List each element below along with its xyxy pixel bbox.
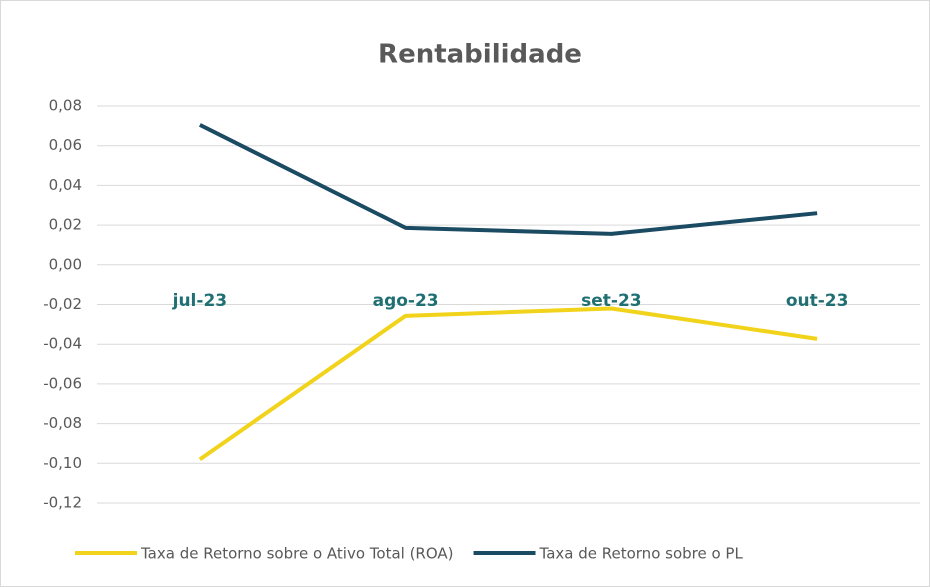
legend-label: Taxa de Retorno sobre o Ativo Total (ROA… <box>140 545 454 563</box>
chart-title: Rentabilidade <box>378 40 582 70</box>
y-tick-label: 0,04 <box>49 176 82 194</box>
y-tick-label: -0,08 <box>43 414 82 432</box>
x-tick-label: out-23 <box>786 291 849 311</box>
line-series <box>198 123 818 236</box>
x-tick-label: ago-23 <box>373 291 439 311</box>
y-tick-label: 0,06 <box>49 136 82 154</box>
line-series <box>198 306 818 461</box>
legend-label: Taxa de Retorno sobre o PL <box>539 545 744 563</box>
y-tick-label: -0,10 <box>43 454 82 472</box>
y-tick-label: -0,04 <box>43 335 82 353</box>
y-tick-label: -0,12 <box>43 494 82 512</box>
y-tick-label: -0,06 <box>43 374 82 392</box>
x-tick-label: set-23 <box>581 291 642 311</box>
y-tick-label: 0,02 <box>49 216 82 234</box>
x-tick-label: jul-23 <box>172 291 227 311</box>
y-tick-label: 0,00 <box>49 255 82 273</box>
y-tick-label: -0,02 <box>43 295 82 313</box>
y-tick-label: 0,08 <box>49 97 82 115</box>
